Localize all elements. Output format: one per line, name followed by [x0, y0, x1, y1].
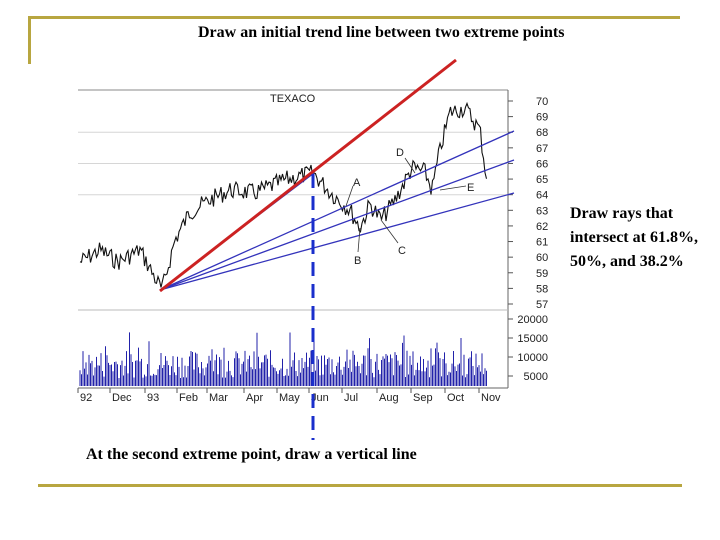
price-tick-label: 67 [536, 143, 548, 155]
annotation-c: C [398, 245, 406, 257]
volume-tick-label: 10000 [517, 352, 548, 364]
ticker-label: TEXACO [270, 93, 316, 105]
leader-b [357, 227, 361, 253]
ray-61-8 [159, 130, 515, 291]
leader-d [404, 157, 416, 174]
price-tick-label: 61 [536, 237, 548, 249]
x-tick-label: Nov [481, 392, 501, 404]
price-tick-label: 65 [536, 174, 548, 186]
slide-frame-top [28, 16, 680, 19]
vertical-line-caption: At the second extreme point, draw a vert… [86, 446, 417, 463]
price-tick-label: 59 [536, 268, 548, 280]
trend-line [159, 58, 457, 293]
volume-bars [79, 328, 487, 386]
annotation-e: E [467, 182, 474, 194]
volume-tick-label: 15000 [517, 333, 548, 345]
price-tick-label: 57 [536, 299, 548, 311]
x-tick-labels: 92 Dec 93 Feb Mar Apr May Jun Jul Aug Sep Oct Nov [77, 388, 501, 404]
price-tick-label: 62 [536, 221, 548, 233]
x-tick-label: Jun [311, 392, 329, 404]
leader-c [380, 219, 399, 244]
slide-title: Draw an initial trend line between two e… [198, 24, 565, 41]
price-tick-labels: 70 69 68 67 66 65 64 63 62 61 60 59 58 57 [508, 96, 548, 311]
price-tick-label: 63 [536, 205, 548, 217]
x-tick-label: 92 [80, 392, 92, 404]
price-tick-label: 64 [536, 190, 548, 202]
x-tick-label: 93 [147, 392, 159, 404]
ray-50 [159, 159, 515, 291]
x-tick-label: Dec [112, 392, 132, 404]
x-tick-label: Apr [246, 392, 263, 404]
volume-tick-labels: 20000 15000 10000 5000 [508, 314, 548, 383]
price-tick-label: 60 [536, 252, 548, 264]
annotation-d: D [396, 147, 404, 159]
x-tick-label: May [279, 392, 300, 404]
rays-caption: Draw rays that intersect at 61.8%, 50%, … [570, 205, 698, 270]
price-tick-label: 68 [536, 127, 548, 139]
x-tick-label: Feb [179, 392, 198, 404]
price-tick-label: 69 [536, 112, 548, 124]
price-series [79, 101, 488, 288]
volume-tick-label: 5000 [524, 371, 548, 383]
x-tick-label: Sep [413, 392, 433, 404]
price-tick-label: 66 [536, 158, 548, 170]
x-tick-label: Aug [379, 392, 399, 404]
slide-frame-bottom [38, 484, 682, 487]
price-tick-label: 70 [536, 96, 548, 108]
price-tick-label: 58 [536, 283, 548, 295]
annotation-b: B [354, 255, 361, 267]
slide-frame-left [28, 16, 31, 64]
x-tick-label: Jul [344, 392, 358, 404]
leader-e [439, 185, 467, 191]
x-tick-label: Mar [209, 392, 228, 404]
annotation-a: A [353, 177, 361, 189]
price-line [79, 101, 488, 288]
volume-tick-label: 20000 [517, 314, 548, 326]
leader-a [345, 185, 354, 207]
ray-38-2 [159, 192, 515, 291]
x-tick-label: Oct [447, 392, 464, 404]
